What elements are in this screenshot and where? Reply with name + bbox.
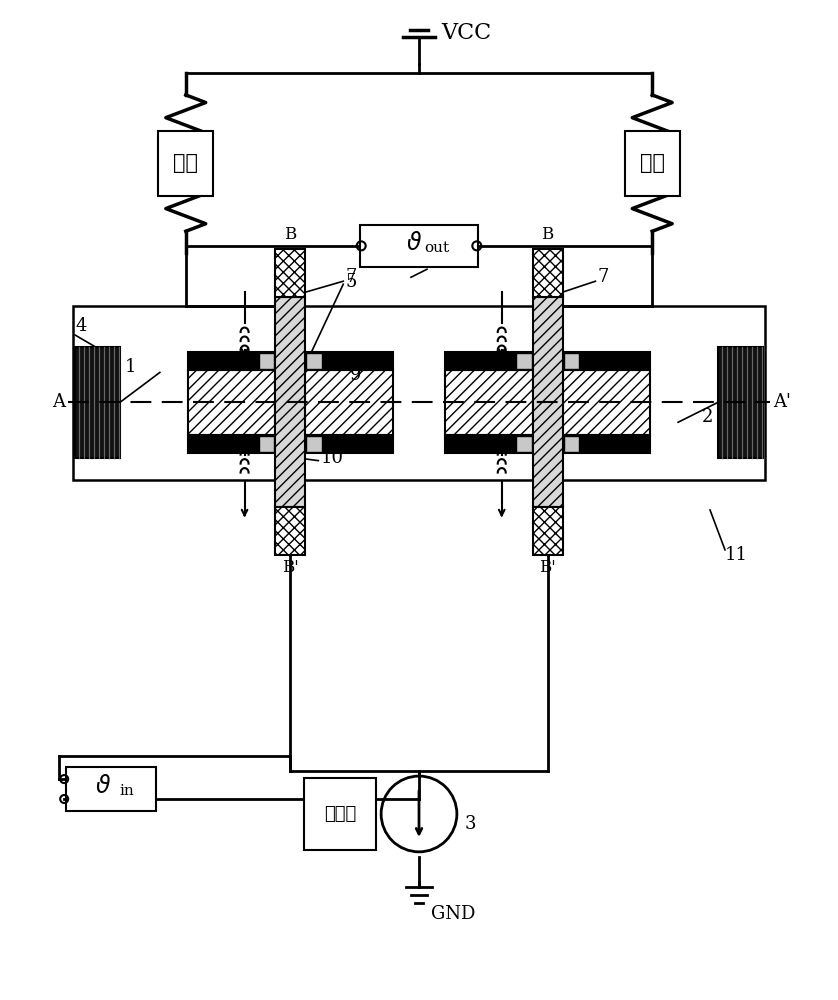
- Text: in: in: [120, 784, 134, 798]
- Text: 电阱: 电阱: [173, 154, 199, 173]
- Text: 7: 7: [597, 268, 608, 286]
- Bar: [562, 370, 650, 435]
- Bar: [445, 370, 533, 435]
- Text: 3: 3: [465, 815, 476, 833]
- Bar: [276, 297, 305, 507]
- Bar: [276, 249, 305, 297]
- Bar: [563, 353, 579, 369]
- Bar: [276, 507, 305, 555]
- Text: 电阱: 电阱: [639, 154, 665, 173]
- Text: 4: 4: [75, 317, 86, 335]
- Bar: [73, 306, 765, 480]
- Bar: [188, 370, 276, 435]
- Bar: [533, 297, 562, 507]
- Bar: [445, 352, 533, 370]
- Bar: [305, 435, 393, 453]
- Bar: [259, 436, 275, 452]
- Bar: [307, 353, 323, 369]
- Text: 8: 8: [413, 253, 425, 271]
- Text: 2: 2: [701, 408, 713, 426]
- Text: VCC: VCC: [441, 22, 491, 44]
- Bar: [75, 347, 120, 458]
- Bar: [533, 249, 562, 297]
- Bar: [66, 767, 156, 811]
- Text: 恒流源: 恒流源: [324, 805, 356, 823]
- Bar: [360, 225, 478, 267]
- Text: B: B: [541, 226, 554, 243]
- Text: out: out: [424, 241, 449, 255]
- Text: 11: 11: [725, 546, 748, 564]
- Text: A': A': [773, 393, 791, 411]
- Bar: [563, 436, 579, 452]
- Text: 9: 9: [350, 366, 362, 384]
- Bar: [445, 435, 533, 453]
- Text: $\vartheta$: $\vartheta$: [406, 232, 422, 255]
- Text: 7: 7: [345, 268, 357, 286]
- Bar: [307, 436, 323, 452]
- Text: B: B: [284, 226, 297, 243]
- Bar: [304, 778, 376, 850]
- Text: $\vartheta$: $\vartheta$: [95, 775, 111, 798]
- Bar: [188, 435, 276, 453]
- Text: B': B': [282, 559, 299, 576]
- Bar: [515, 353, 531, 369]
- Text: 5: 5: [345, 273, 357, 291]
- Text: 10: 10: [320, 449, 344, 467]
- Bar: [562, 435, 650, 453]
- Bar: [515, 436, 531, 452]
- Bar: [562, 352, 650, 370]
- Bar: [533, 507, 562, 555]
- Bar: [188, 352, 276, 370]
- Bar: [305, 370, 393, 435]
- Bar: [718, 347, 763, 458]
- Text: GND: GND: [431, 905, 475, 923]
- Bar: [625, 131, 680, 196]
- Text: 1: 1: [125, 358, 137, 376]
- Text: A: A: [52, 393, 65, 411]
- Text: B': B': [539, 559, 556, 576]
- Bar: [259, 353, 275, 369]
- Bar: [158, 131, 213, 196]
- Bar: [305, 352, 393, 370]
